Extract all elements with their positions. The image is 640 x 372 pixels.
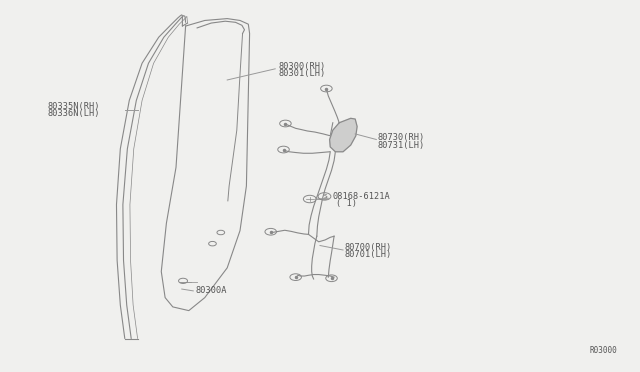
Text: 80731(LH): 80731(LH): [378, 141, 425, 150]
Polygon shape: [330, 118, 357, 152]
Text: 80730(RH): 80730(RH): [378, 133, 425, 142]
Text: 80700(RH): 80700(RH): [344, 243, 392, 252]
Text: 80335N(RH): 80335N(RH): [48, 102, 100, 110]
Text: 80300A: 80300A: [195, 286, 227, 295]
Text: S: S: [324, 194, 328, 199]
Text: R03000: R03000: [590, 346, 618, 355]
Text: 80336N(LH): 80336N(LH): [48, 109, 100, 118]
Text: 08168-6121A: 08168-6121A: [333, 192, 390, 201]
Text: 80301(LH): 80301(LH): [278, 69, 326, 78]
Text: 80701(LH): 80701(LH): [344, 250, 392, 259]
Text: ( 1): ( 1): [336, 199, 357, 208]
Text: 80300(RH): 80300(RH): [278, 62, 326, 71]
